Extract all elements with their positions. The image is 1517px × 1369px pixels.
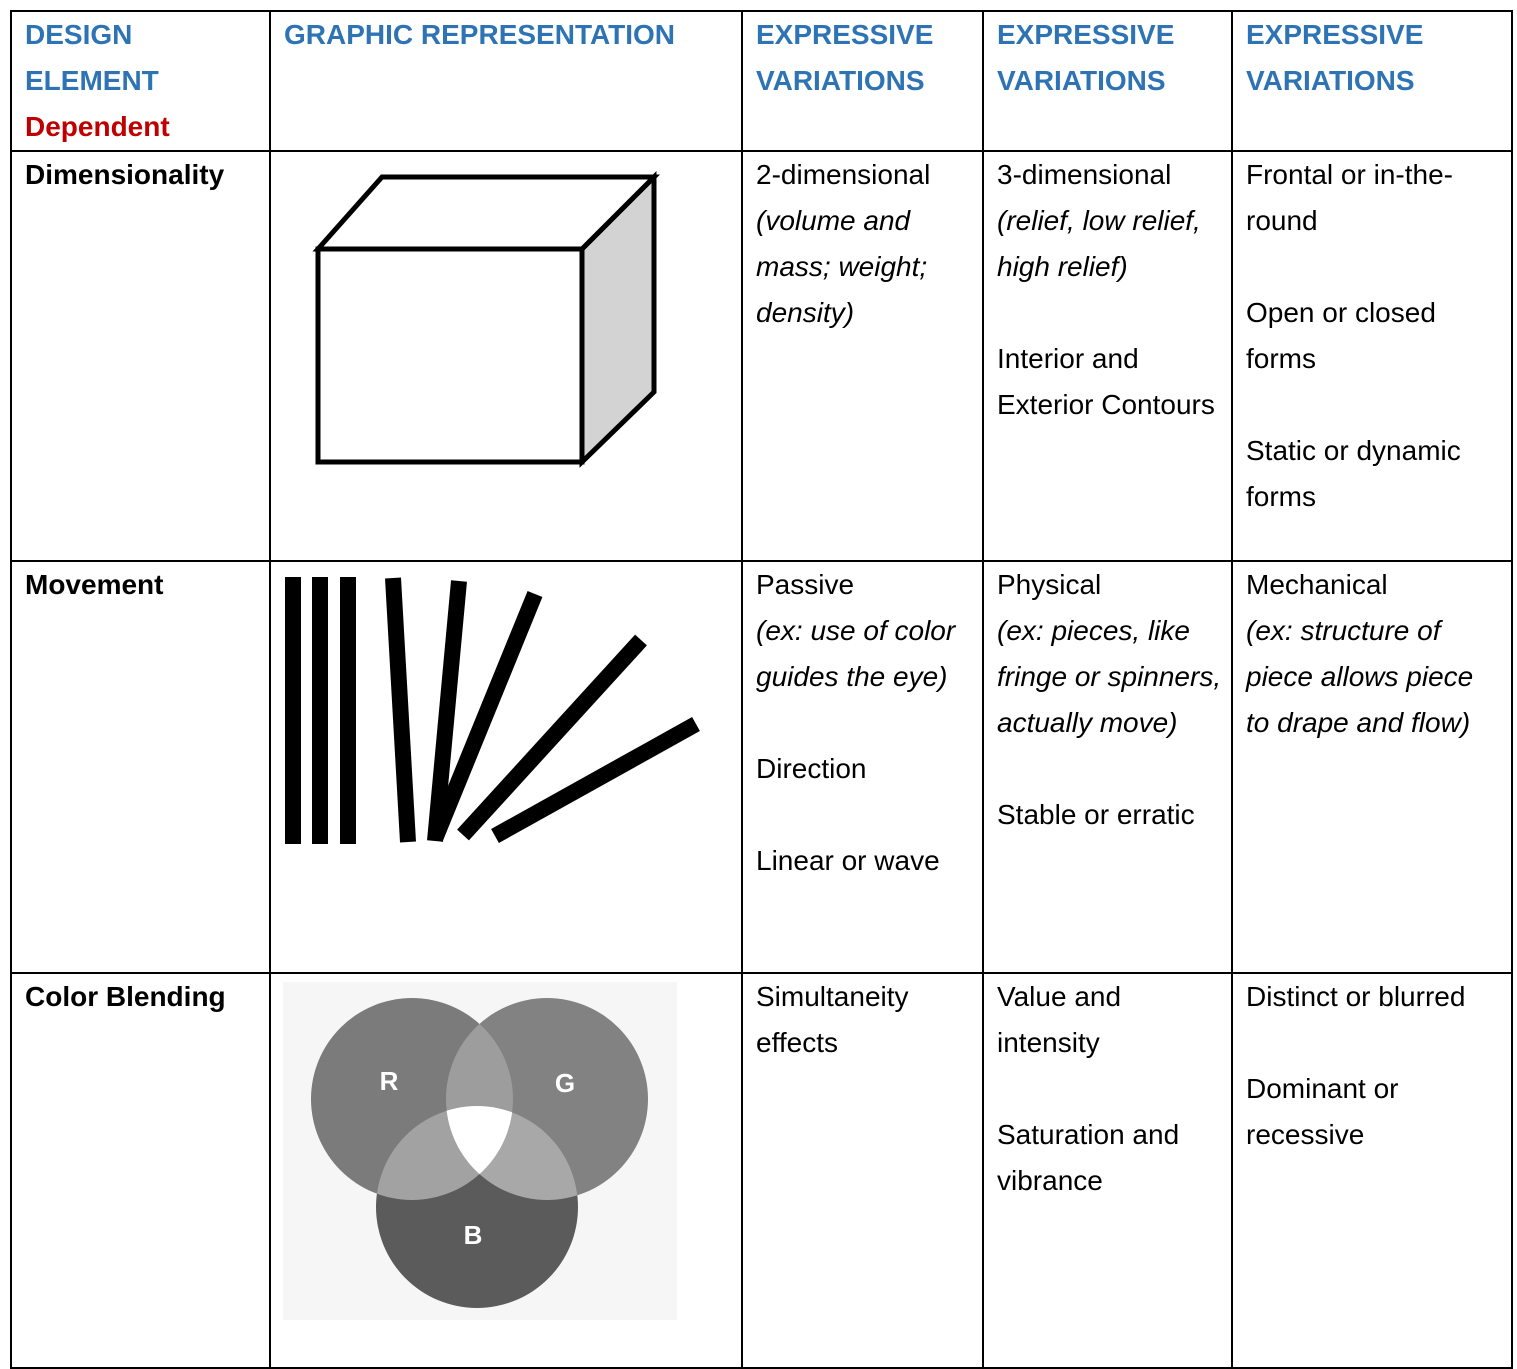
header-cell: EXPRESSIVE VARIATIONS bbox=[741, 10, 984, 152]
variation: Frontal or in-the-round bbox=[1246, 153, 1503, 244]
graphic-cell bbox=[269, 560, 743, 974]
variation-text: Saturation and vibrance bbox=[997, 1119, 1180, 1196]
header-cell: GRAPHIC REPRESENTATION bbox=[269, 10, 743, 152]
variation-cell: Distinct or blurred Dominant or recessive bbox=[1231, 972, 1513, 1369]
variation-text: Physical bbox=[997, 569, 1102, 600]
variation-cell: Mechanical (ex: structure of piece allows… bbox=[1231, 560, 1513, 974]
graphic-cell: R G B bbox=[269, 972, 743, 1369]
variation-text: Direction bbox=[756, 753, 867, 784]
variation: Linear or wave bbox=[756, 838, 974, 884]
variation-cell: 2-dimensional (volume and mass; weight; d… bbox=[741, 150, 984, 562]
variation: Open or closed forms bbox=[1246, 290, 1503, 382]
design-table: DESIGN ELEMENT Dependent GRAPHIC REPRESEN… bbox=[10, 10, 1513, 1369]
variation-note: (ex: structure of piece allows piece to … bbox=[1246, 615, 1474, 738]
overlap-gb bbox=[446, 1106, 578, 1200]
variation-text: 2-dimensional bbox=[756, 159, 931, 190]
variation-text: Mechanical bbox=[1246, 569, 1388, 600]
variation: 2-dimensional (volume and mass; weight; d… bbox=[756, 153, 974, 336]
cube-front bbox=[315, 246, 585, 465]
header-row: DESIGN ELEMENT Dependent GRAPHIC REPRESEN… bbox=[10, 10, 1513, 152]
variation: Saturation and vibrance bbox=[997, 1112, 1223, 1204]
variation: Interior and Exterior Contours bbox=[997, 336, 1223, 428]
variation-text: Simultaneity effects bbox=[756, 981, 909, 1058]
venn-label: R bbox=[380, 1066, 399, 1096]
table-row: Color Blending R G B bbox=[10, 972, 1513, 1369]
table-row: Dimensionality 2-dimensional (volume and … bbox=[10, 150, 1513, 562]
bar bbox=[491, 717, 700, 843]
variation: Physical (ex: pieces, like fringe or spin… bbox=[997, 563, 1223, 746]
bar bbox=[427, 590, 543, 843]
variation-note: (ex: pieces, like fringe or spinners, ac… bbox=[997, 615, 1222, 738]
cube-graphic bbox=[312, 170, 661, 468]
bars-graphic bbox=[285, 577, 700, 844]
graphic-cell bbox=[269, 150, 743, 562]
variation-text: Stable or erratic bbox=[997, 799, 1195, 830]
variation-text: Open or closed forms bbox=[1246, 297, 1436, 374]
variation: Static or dynamic forms bbox=[1246, 428, 1503, 520]
element-cell: Movement bbox=[10, 560, 271, 974]
overlap-rb bbox=[376, 1106, 513, 1200]
variation-cell: Physical (ex: pieces, like fringe or spin… bbox=[982, 560, 1233, 974]
variation: Stable or erratic bbox=[997, 792, 1223, 838]
venn-label: G bbox=[555, 1068, 575, 1098]
variation: Simultaneity effects bbox=[756, 975, 974, 1066]
variation-text: Distinct or blurred bbox=[1246, 981, 1466, 1012]
variation-text: Interior and Exterior Contours bbox=[997, 343, 1215, 420]
variation-text: Value and intensity bbox=[997, 981, 1122, 1058]
header-subtitle: Dependent bbox=[25, 111, 170, 142]
header-cell: EXPRESSIVE VARIATIONS bbox=[1231, 10, 1513, 152]
variation: Direction bbox=[756, 746, 974, 792]
variation-cell: Value and intensity Saturation and vibran… bbox=[982, 972, 1233, 1369]
variation-cell: Frontal or in-the-round Open or closed fo… bbox=[1231, 150, 1513, 562]
venn-labels: R G B bbox=[380, 1066, 576, 1250]
variation: Mechanical (ex: structure of piece allows… bbox=[1246, 563, 1503, 746]
bars bbox=[285, 577, 700, 844]
variation-text: Linear or wave bbox=[756, 845, 940, 876]
variation-note: (relief, low relief, high relief) bbox=[997, 205, 1201, 282]
element-cell: Color Blending bbox=[10, 972, 271, 1369]
table-row: Movement Passive (ex: use of color guides… bbox=[10, 560, 1513, 974]
variation: Dominant or recessive bbox=[1246, 1066, 1503, 1158]
variation-text: Static or dynamic forms bbox=[1246, 435, 1461, 512]
variation-cell: Passive (ex: use of color guides the eye)… bbox=[741, 560, 984, 974]
variation-text: 3-dimensional bbox=[997, 159, 1172, 190]
venn-graphic: R G B bbox=[283, 982, 677, 1320]
bar bbox=[457, 634, 647, 841]
variation: Passive (ex: use of color guides the eye) bbox=[756, 563, 974, 700]
variation: 3-dimensional (relief, low relief, high r… bbox=[997, 153, 1223, 290]
variation-text: Passive bbox=[756, 569, 855, 600]
element-cell: Dimensionality bbox=[10, 150, 271, 562]
variation-cell: 3-dimensional (relief, low relief, high r… bbox=[982, 150, 1233, 562]
variation: Value and intensity bbox=[997, 975, 1223, 1066]
variation-note: (volume and mass; weight; density) bbox=[756, 205, 928, 328]
bar bbox=[427, 580, 467, 842]
header-title: DESIGN ELEMENT bbox=[25, 19, 159, 96]
variation-text: Dominant or recessive bbox=[1246, 1073, 1399, 1150]
variation-note: (ex: use of color guides the eye) bbox=[756, 615, 956, 692]
venn-label: B bbox=[464, 1220, 483, 1250]
header-cell: EXPRESSIVE VARIATIONS bbox=[982, 10, 1233, 152]
bar bbox=[385, 577, 416, 843]
variation: Distinct or blurred bbox=[1246, 975, 1503, 1020]
variation-text: Frontal or in-the-round bbox=[1246, 159, 1453, 236]
header-cell: DESIGN ELEMENT Dependent bbox=[10, 10, 271, 152]
variation-cell: Simultaneity effects bbox=[741, 972, 984, 1369]
